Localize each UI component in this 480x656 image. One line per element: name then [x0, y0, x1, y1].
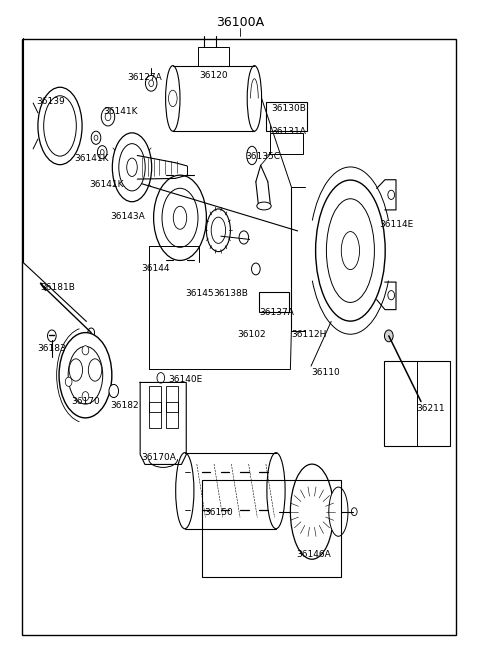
- Circle shape: [91, 131, 101, 144]
- Bar: [266, 102, 307, 131]
- Text: 36130B: 36130B: [271, 104, 306, 113]
- Text: 36139: 36139: [36, 97, 65, 106]
- Circle shape: [88, 328, 95, 337]
- Circle shape: [351, 508, 357, 516]
- Text: 36141K: 36141K: [89, 180, 123, 190]
- Bar: [166, 386, 178, 412]
- Text: 36182: 36182: [110, 401, 139, 410]
- Text: 36138B: 36138B: [214, 289, 249, 298]
- Bar: [198, 47, 229, 66]
- Circle shape: [94, 135, 98, 140]
- Circle shape: [82, 392, 89, 401]
- Ellipse shape: [154, 175, 206, 260]
- Text: 36114E: 36114E: [379, 220, 413, 229]
- Text: 36102: 36102: [238, 330, 266, 339]
- Text: 36145: 36145: [185, 289, 214, 298]
- Ellipse shape: [166, 66, 180, 131]
- Circle shape: [101, 108, 115, 126]
- Text: 36211: 36211: [417, 403, 445, 413]
- Circle shape: [239, 231, 249, 244]
- Circle shape: [388, 291, 395, 300]
- Text: 36131A: 36131A: [271, 127, 306, 136]
- Text: 36137A: 36137A: [259, 308, 294, 317]
- Circle shape: [100, 150, 104, 155]
- Text: 36150: 36150: [204, 508, 233, 518]
- Circle shape: [384, 330, 393, 342]
- Ellipse shape: [38, 87, 82, 165]
- Text: 36112H: 36112H: [291, 330, 326, 339]
- Ellipse shape: [257, 202, 271, 210]
- Text: 36141K: 36141K: [74, 154, 109, 163]
- Circle shape: [97, 146, 107, 159]
- Text: 36146A: 36146A: [297, 550, 331, 559]
- Circle shape: [65, 377, 72, 386]
- Text: 36141K: 36141K: [103, 107, 138, 116]
- Ellipse shape: [59, 333, 112, 418]
- Bar: [149, 386, 161, 412]
- Text: 36120: 36120: [199, 71, 228, 80]
- Text: 36144: 36144: [142, 264, 170, 274]
- Ellipse shape: [247, 66, 262, 131]
- Circle shape: [48, 330, 56, 342]
- Circle shape: [252, 263, 260, 275]
- Bar: [166, 402, 178, 428]
- Text: 36127A: 36127A: [127, 73, 162, 82]
- Ellipse shape: [127, 158, 137, 176]
- Ellipse shape: [88, 359, 102, 381]
- Circle shape: [105, 113, 111, 121]
- Circle shape: [149, 80, 154, 87]
- Ellipse shape: [326, 199, 374, 302]
- Bar: [149, 402, 161, 428]
- Ellipse shape: [329, 487, 348, 537]
- Circle shape: [109, 384, 119, 398]
- Ellipse shape: [68, 346, 103, 404]
- Text: 36170: 36170: [71, 397, 100, 406]
- Text: 36183: 36183: [37, 344, 66, 354]
- Text: 36170A: 36170A: [142, 453, 177, 462]
- Ellipse shape: [247, 146, 257, 165]
- Ellipse shape: [316, 180, 385, 321]
- Ellipse shape: [211, 217, 226, 243]
- Text: 36143A: 36143A: [110, 212, 145, 221]
- Bar: [259, 292, 289, 312]
- Bar: [202, 480, 341, 577]
- Circle shape: [145, 75, 157, 91]
- Circle shape: [82, 346, 89, 355]
- Bar: [270, 133, 303, 154]
- Ellipse shape: [44, 96, 76, 156]
- Ellipse shape: [341, 232, 360, 270]
- Circle shape: [157, 373, 165, 383]
- Ellipse shape: [173, 206, 187, 229]
- Ellipse shape: [69, 359, 83, 381]
- Bar: [384, 361, 450, 446]
- Ellipse shape: [112, 133, 152, 202]
- Ellipse shape: [119, 144, 145, 191]
- Ellipse shape: [176, 453, 194, 529]
- Ellipse shape: [162, 188, 198, 247]
- Text: 36135C: 36135C: [245, 152, 280, 161]
- Ellipse shape: [267, 453, 285, 529]
- Text: 36100A: 36100A: [216, 16, 264, 29]
- Ellipse shape: [206, 209, 230, 251]
- Circle shape: [388, 190, 395, 199]
- Ellipse shape: [168, 90, 177, 106]
- Text: 36140E: 36140E: [168, 375, 202, 384]
- Ellipse shape: [290, 464, 334, 559]
- Text: 36181B: 36181B: [40, 283, 75, 292]
- Text: 36110: 36110: [311, 368, 340, 377]
